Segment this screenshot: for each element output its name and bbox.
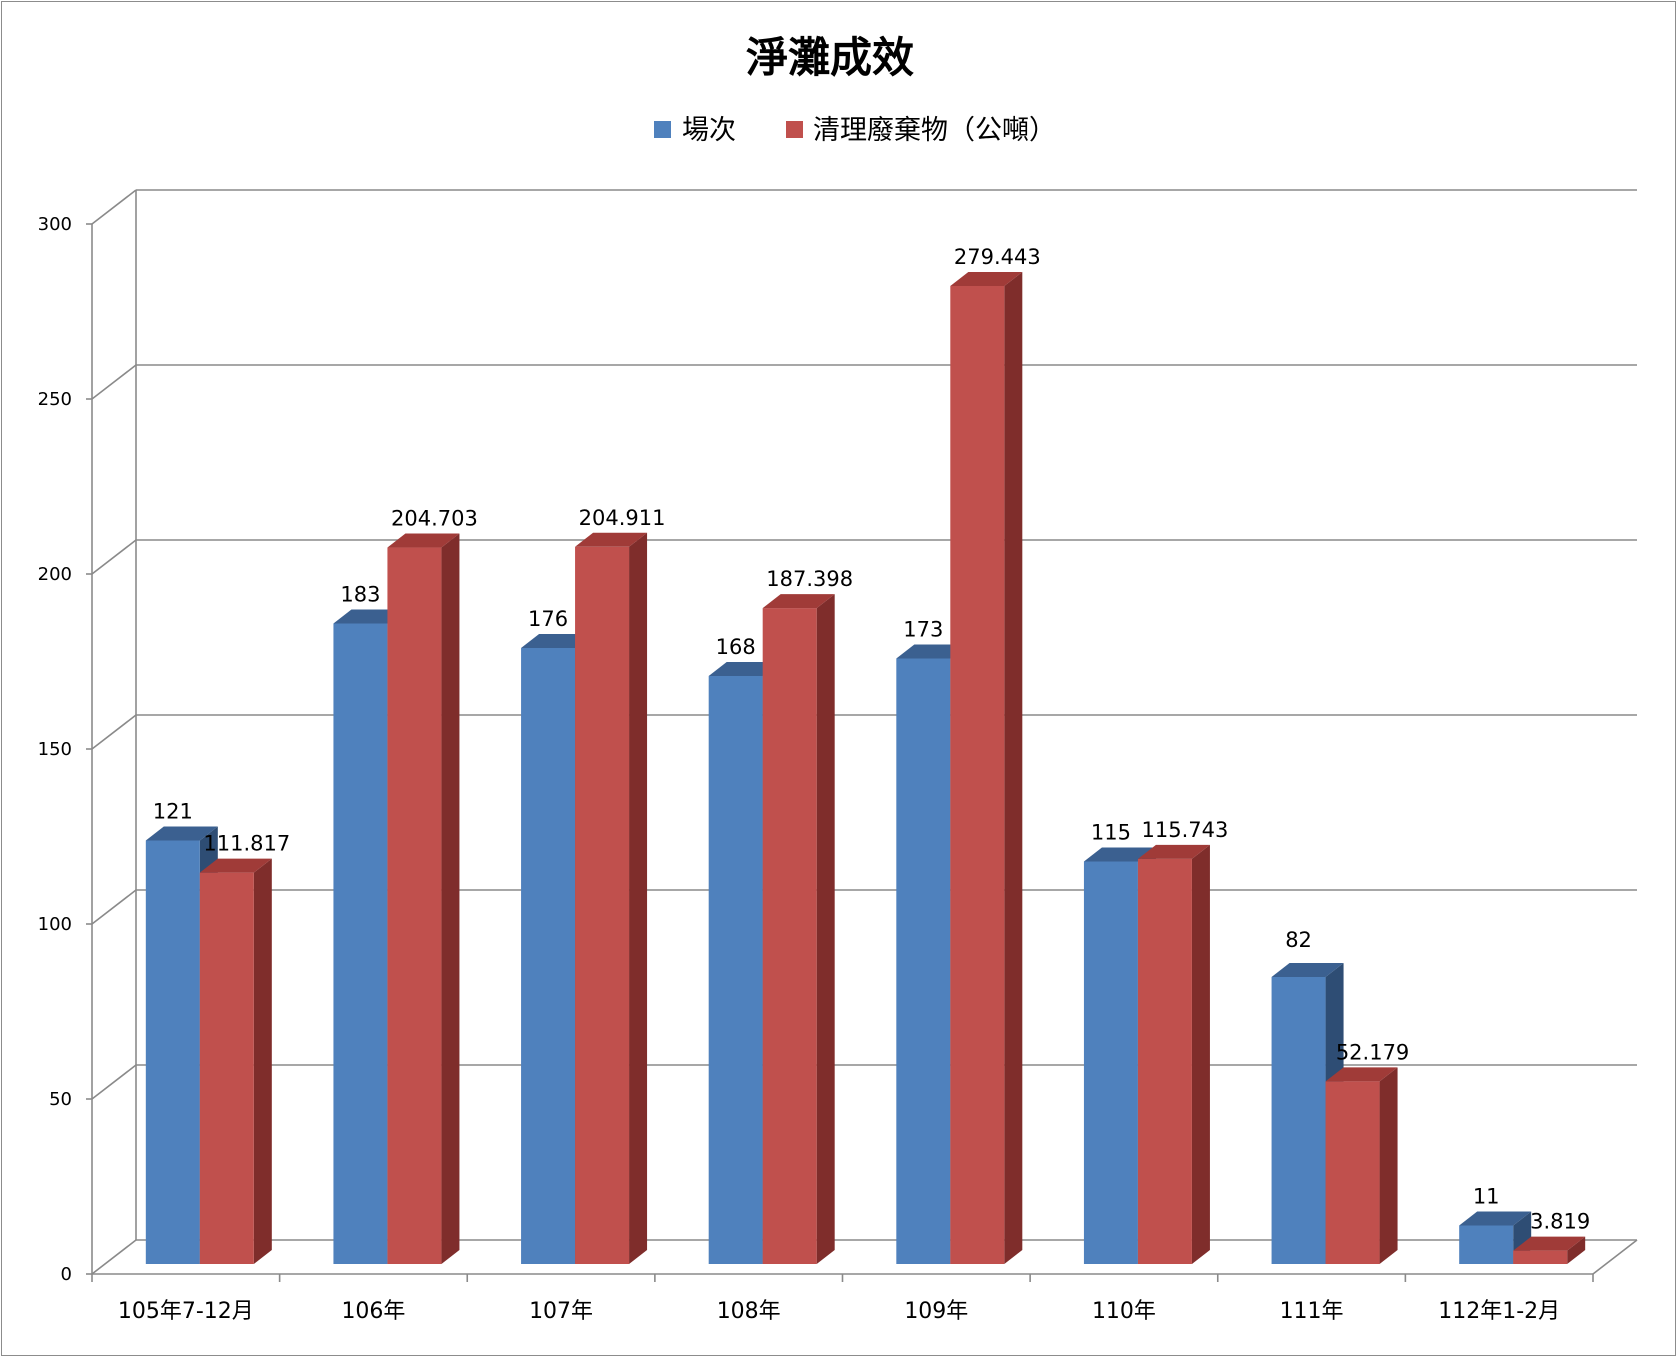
bar xyxy=(575,546,630,1264)
bar xyxy=(1513,1250,1568,1264)
bar xyxy=(1325,1081,1380,1264)
x-tick-label: 105年7-12月 xyxy=(118,1299,254,1324)
gridline-depth xyxy=(91,539,137,575)
x-tick-label: 109年 xyxy=(904,1299,968,1324)
x-tick-label: 111年 xyxy=(1280,1299,1344,1324)
data-label: 11 xyxy=(1473,1185,1500,1209)
x-tick-label: 112年1-2月 xyxy=(1438,1299,1560,1324)
x-tick-label: 106年 xyxy=(341,1299,405,1324)
legend: 場次 清理廢棄物（公噸） xyxy=(654,115,1056,146)
data-label: 115 xyxy=(1091,821,1131,845)
bar xyxy=(387,547,442,1264)
bar xyxy=(521,648,576,1264)
data-label: 168 xyxy=(716,635,756,659)
bar-top xyxy=(1325,1067,1398,1082)
bar xyxy=(1137,858,1192,1264)
bar-side xyxy=(816,594,835,1264)
gridline-depth xyxy=(91,889,137,925)
bar-top xyxy=(762,594,835,609)
data-label: 176 xyxy=(528,607,568,631)
y-tick-label: 300 xyxy=(38,214,72,235)
bar xyxy=(896,658,951,1264)
legend-swatch-0 xyxy=(654,121,671,138)
bar xyxy=(333,623,388,1264)
bar xyxy=(199,872,254,1264)
bar xyxy=(950,285,1005,1265)
bar-side xyxy=(1379,1067,1398,1264)
bar xyxy=(708,676,763,1264)
y-tick-label: 0 xyxy=(61,1264,72,1285)
bar xyxy=(762,608,817,1264)
bar xyxy=(1459,1225,1514,1264)
y-tick-label: 200 xyxy=(38,564,72,585)
bar-top xyxy=(950,271,1023,286)
gridline-depth xyxy=(91,1064,137,1100)
y-tick-label: 100 xyxy=(38,914,72,935)
gridline-depth xyxy=(91,364,137,400)
bar-top xyxy=(1513,1236,1586,1251)
legend-label-1: 清理廢棄物（公噸） xyxy=(813,115,1056,146)
bar-top xyxy=(1137,844,1210,859)
legend-swatch-1 xyxy=(786,121,803,138)
legend-label-0: 場次 xyxy=(682,115,736,146)
bar-top xyxy=(575,532,648,547)
bar-top xyxy=(1459,1211,1532,1226)
chart-title: 淨灘成效 xyxy=(746,33,914,82)
bar xyxy=(1271,977,1326,1264)
y-tick-label: 250 xyxy=(38,389,72,410)
data-label: 82 xyxy=(1285,928,1312,952)
data-label: 204.703 xyxy=(391,507,478,531)
data-label: 52.179 xyxy=(1336,1040,1409,1064)
gridline-depth xyxy=(91,714,137,750)
bar-side xyxy=(253,858,272,1264)
plot-area: 0 50 100 150 200 250 300 105年7-12月 106年 107年 108年 1… xyxy=(38,189,1638,1324)
y-tick-label: 50 xyxy=(49,1089,72,1110)
bar xyxy=(145,840,200,1264)
x-tick-label: 110年 xyxy=(1092,1299,1156,1324)
gridline-depth xyxy=(91,189,137,225)
floor-right-edge xyxy=(1592,1239,1638,1275)
data-label: 279.443 xyxy=(954,245,1041,269)
data-label: 187.398 xyxy=(766,567,853,591)
data-label: 111.817 xyxy=(203,832,290,856)
bar-side xyxy=(1567,1236,1586,1264)
bar-top xyxy=(1083,847,1156,862)
x-tick-label: 108年 xyxy=(717,1299,781,1324)
bar-top xyxy=(145,826,218,841)
bar-side xyxy=(1004,271,1023,1265)
bar-side xyxy=(441,533,460,1264)
data-label: 115.743 xyxy=(1142,818,1229,842)
bar xyxy=(1083,861,1138,1264)
data-label: 121 xyxy=(153,800,193,824)
bar-top xyxy=(199,858,272,873)
bar-top xyxy=(387,533,460,548)
data-label: 173 xyxy=(903,618,943,642)
data-label: 3.819 xyxy=(1530,1210,1590,1234)
data-label: 204.911 xyxy=(579,506,666,530)
y-tick-label: 150 xyxy=(38,739,72,760)
data-label: 183 xyxy=(340,583,380,607)
bar-side xyxy=(1191,844,1210,1264)
x-tick-label: 107年 xyxy=(529,1299,593,1324)
bar-top xyxy=(1271,963,1344,977)
bar-side xyxy=(629,532,648,1264)
gridline-depth xyxy=(91,1239,137,1275)
